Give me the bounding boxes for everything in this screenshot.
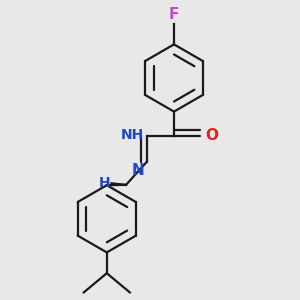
Text: NH: NH <box>121 128 144 142</box>
Text: O: O <box>206 128 218 143</box>
Text: N: N <box>131 163 144 178</box>
Text: F: F <box>169 7 179 22</box>
Text: H: H <box>98 176 110 190</box>
